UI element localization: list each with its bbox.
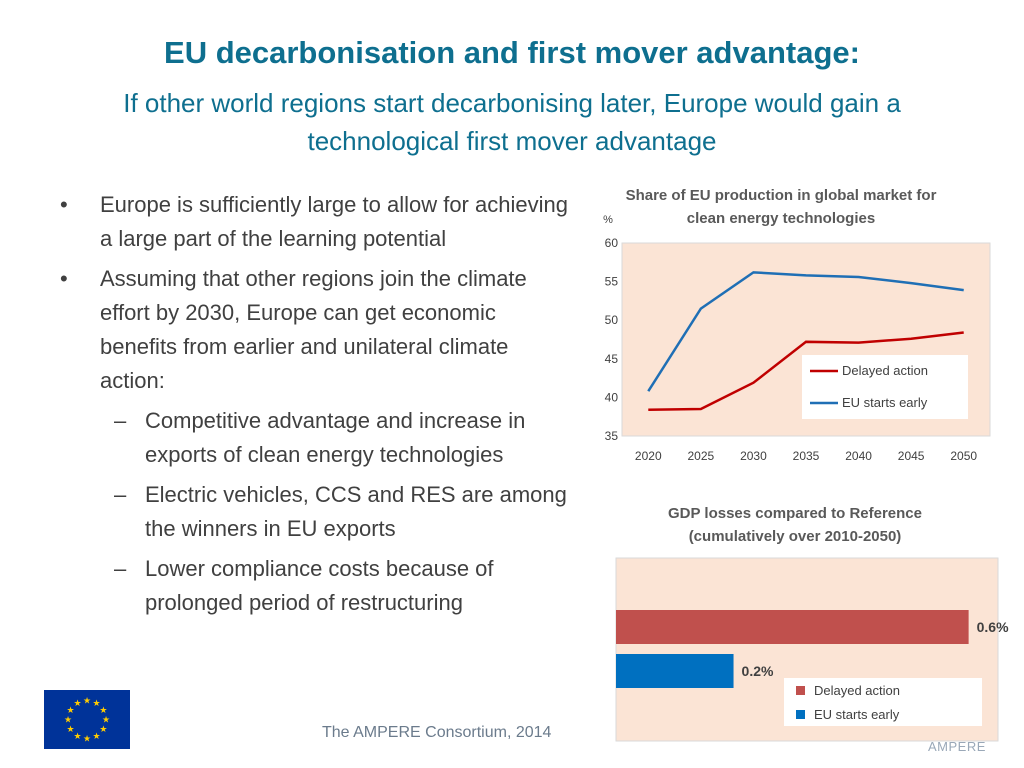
flag-star-icon: ★	[73, 731, 81, 741]
legend-label: EU starts early	[814, 707, 900, 722]
y-axis-unit-label: %	[603, 214, 613, 226]
bullet-item: • Europe is sufficiently large to allow f…	[56, 188, 576, 256]
flag-star-icon: ★	[99, 724, 107, 734]
bullet-item: • Assuming that other regions join the cl…	[56, 262, 576, 398]
flag-star-icon: ★	[92, 731, 100, 741]
slide-subtitle: If other world regions start decarbonisi…	[123, 88, 901, 156]
bar-value-label: 0.6%	[977, 619, 1009, 635]
sub-bullet-mark: –	[114, 556, 127, 581]
bar-delayed-action	[616, 610, 969, 644]
x-tick-label: 2035	[793, 449, 820, 463]
sub-bullet-mark: –	[114, 482, 127, 507]
footer-credit: The AMPERE Consortium, 2014	[322, 724, 552, 741]
legend-label: Delayed action	[842, 363, 928, 378]
y-tick-label: 50	[605, 313, 619, 327]
flag-star-icon: ★	[92, 698, 100, 708]
legend-swatch	[796, 710, 805, 719]
bar-chart-title: GDP losses compared to Reference (cumula…	[668, 505, 922, 545]
flag-star-icon: ★	[64, 715, 72, 725]
bullet-list: • Europe is sufficiently large to allow f…	[56, 188, 576, 626]
x-tick-label: 2045	[898, 449, 925, 463]
sub-bullet-item: – Electric vehicles, CCS and RES are amon…	[56, 478, 576, 546]
flag-star-icon: ★	[83, 734, 91, 744]
x-tick-label: 2030	[740, 449, 767, 463]
legend-box	[784, 678, 982, 726]
brand-logo-text: AMPERE	[928, 739, 986, 754]
sub-bullet-text: Electric vehicles, CCS and RES are among…	[145, 482, 567, 541]
series-line-delayed-action	[648, 331, 964, 412]
y-tick-label: 45	[605, 352, 619, 366]
legend-swatch	[796, 686, 805, 695]
line-chart: % 35 40 45 50 55 60 2020 2025 2030 2035 2040 2045 205…	[603, 214, 991, 463]
sub-bullet-text: Competitive advantage and increase in ex…	[145, 408, 526, 467]
flag-star-icon: ★	[83, 696, 91, 706]
flag-star-icon: ★	[73, 698, 81, 708]
x-tick-label: 2020	[635, 449, 662, 463]
y-tick-label: 55	[605, 275, 619, 289]
bullet-text: Assuming that other regions join the cli…	[100, 266, 527, 393]
y-tick-label: 35	[605, 429, 619, 443]
bullet-text: Europe is sufficiently large to allow fo…	[100, 192, 568, 251]
flag-star-icon: ★	[67, 724, 75, 734]
sub-bullet-mark: –	[114, 408, 127, 433]
y-tick-label: 60	[605, 236, 619, 250]
bar-chart: 0.6% 0.2% Delayed action EU starts early	[615, 557, 1009, 742]
flag-star-icon: ★	[102, 715, 110, 725]
x-tick-label: 2050	[950, 449, 977, 463]
line-chart-title: Share of EU production in global market …	[625, 187, 937, 227]
sub-bullet-item: – Competitive advantage and increase in e…	[56, 404, 576, 472]
bar-eu-starts-early	[616, 654, 734, 688]
bullet-mark: •	[60, 192, 68, 217]
x-tick-label: 2040	[845, 449, 872, 463]
eu-flag-icon: ★ ★★★★★★★★★★★	[44, 690, 130, 749]
series-line-eu-starts-early	[647, 271, 964, 392]
y-tick-label: 40	[605, 390, 619, 404]
sub-bullet-text: Lower compliance costs because of prolon…	[145, 556, 494, 615]
bullet-mark: •	[60, 266, 68, 291]
x-tick-label: 2025	[688, 449, 715, 463]
sub-bullet-item: – Lower compliance costs because of prolo…	[56, 552, 576, 620]
slide-title: EU decarbonisation and first mover advan…	[164, 35, 860, 70]
flag-background	[44, 690, 130, 749]
legend-label: EU starts early	[842, 395, 928, 410]
bar-value-label: 0.2%	[742, 663, 774, 679]
legend-label: Delayed action	[814, 683, 900, 698]
legend-box	[802, 355, 968, 419]
flag-star-icon: ★	[99, 705, 107, 715]
flag-star-icon: ★	[67, 705, 75, 715]
